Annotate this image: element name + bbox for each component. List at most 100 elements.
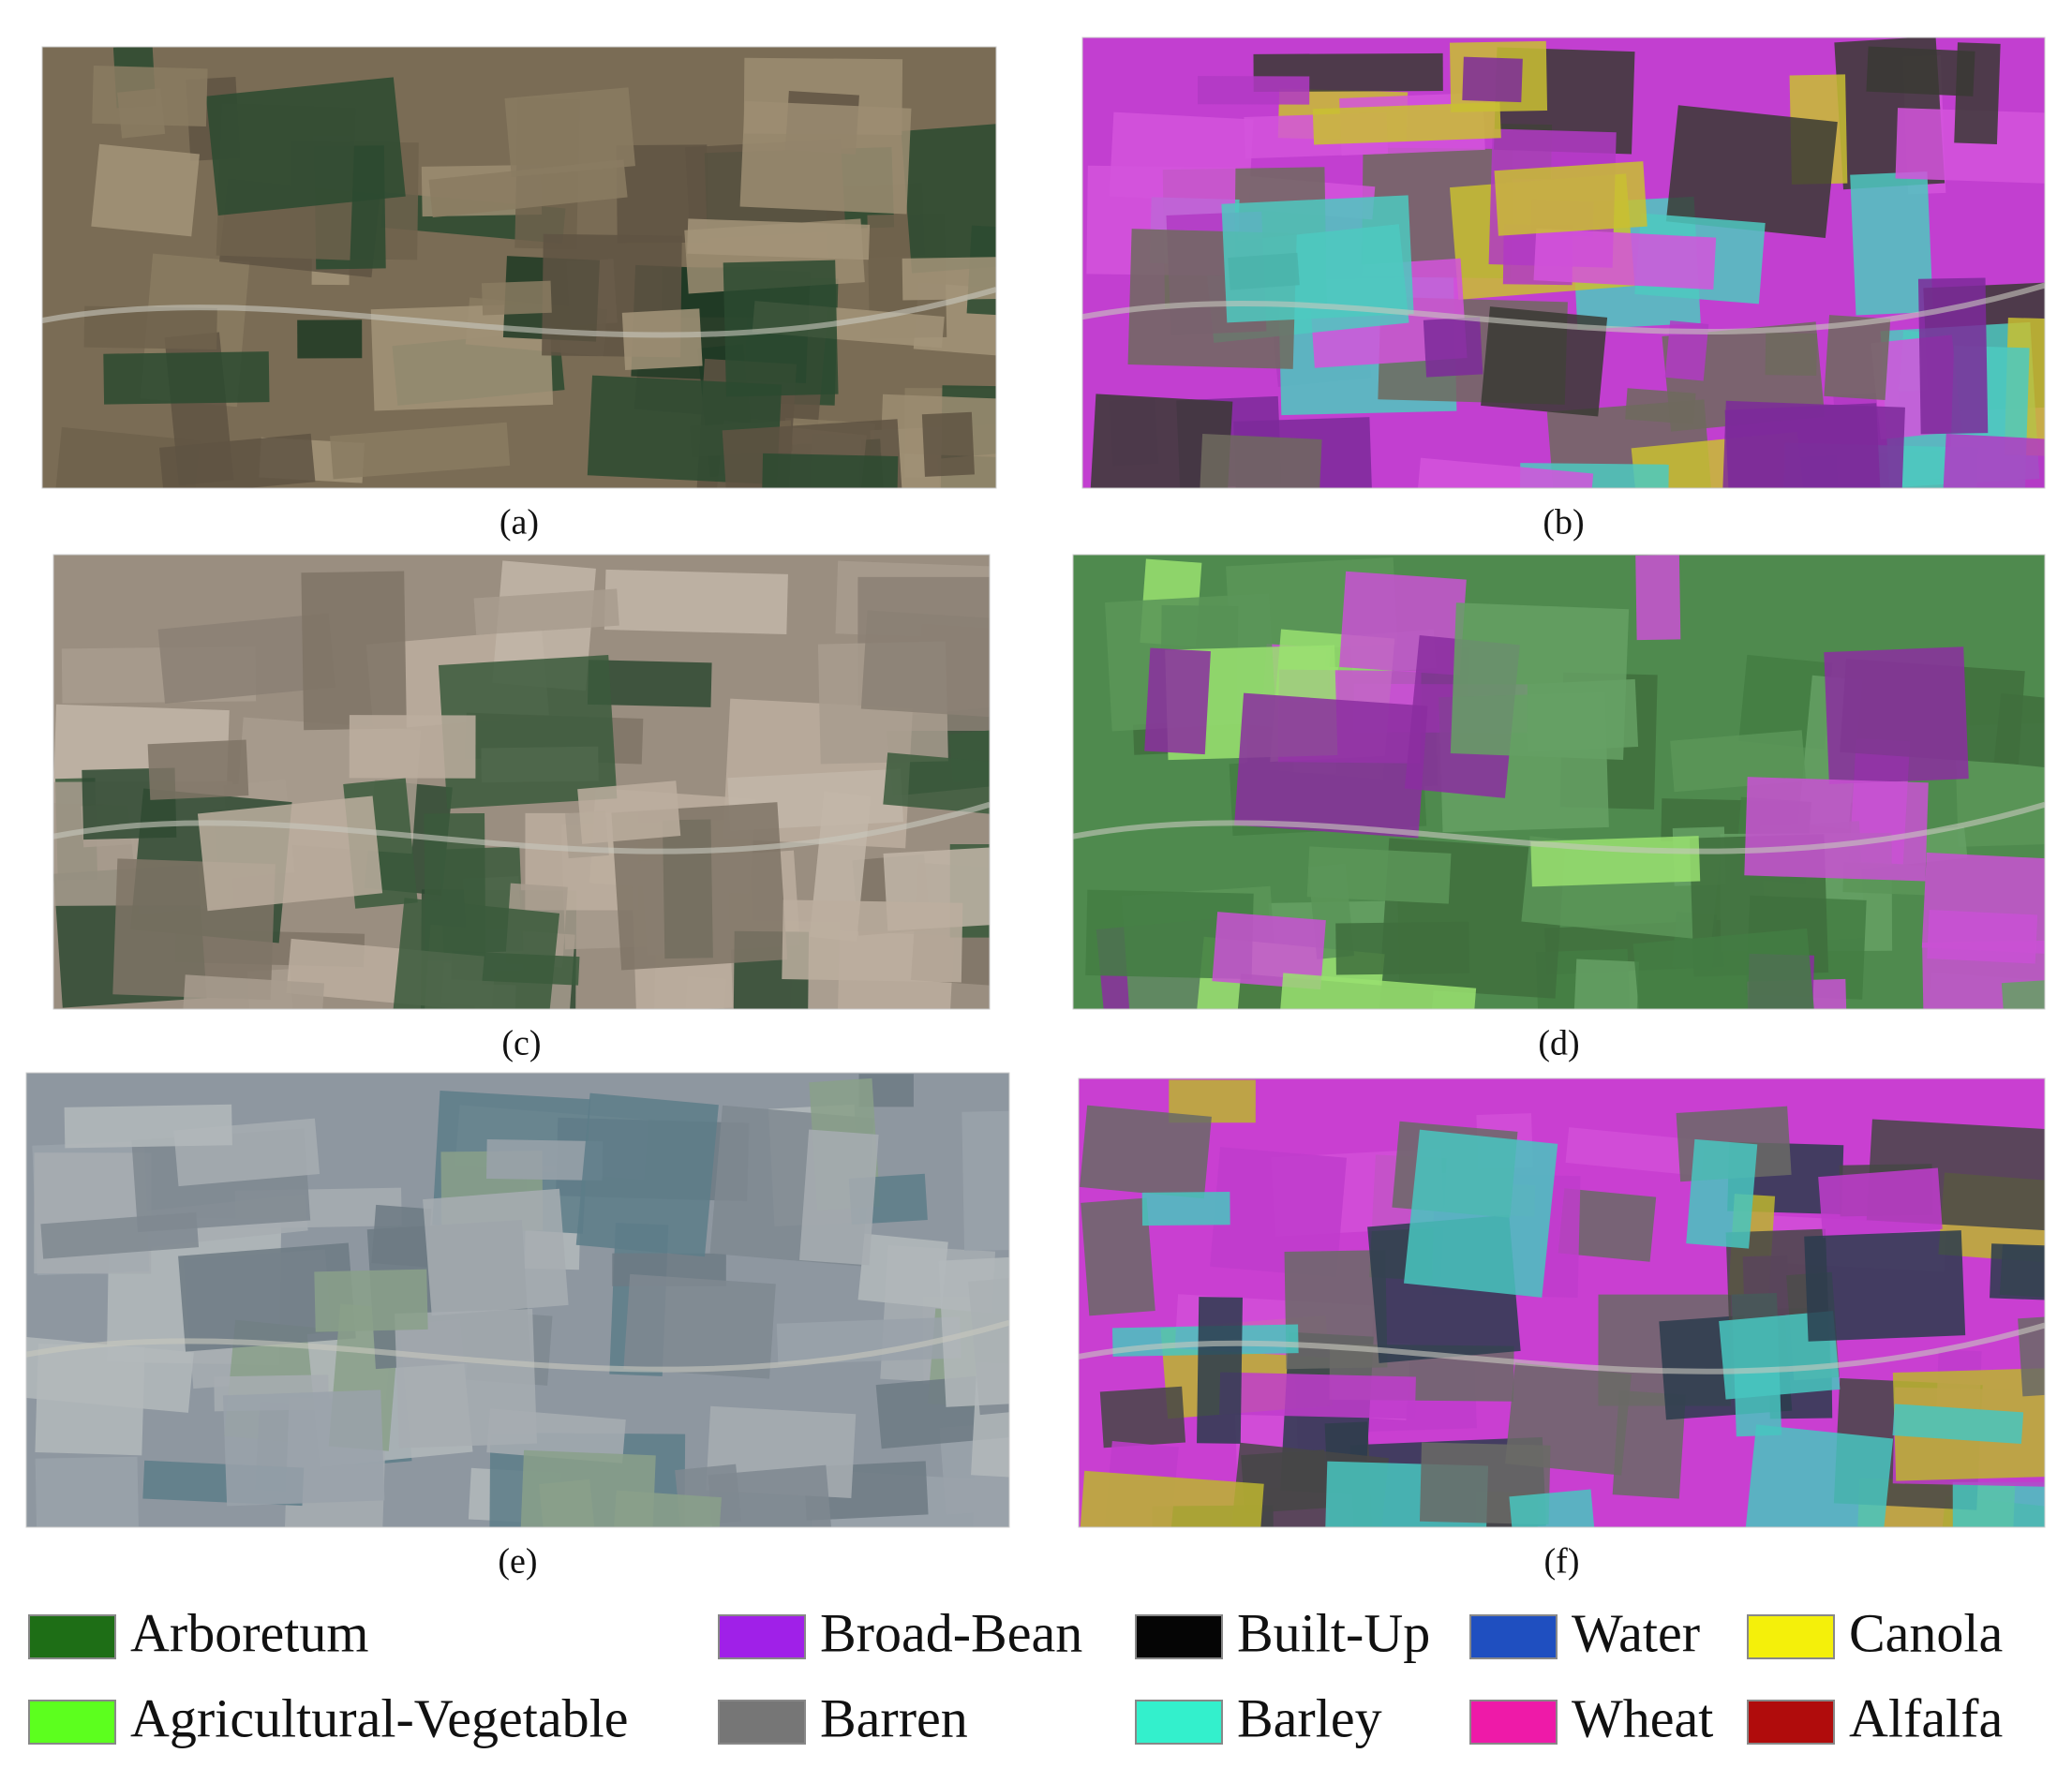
field xyxy=(782,899,963,983)
field xyxy=(1921,852,2045,957)
road xyxy=(26,1319,1009,1373)
field xyxy=(1481,306,1608,417)
legend-label: Canola xyxy=(1849,1602,2003,1663)
field xyxy=(575,1092,719,1257)
field xyxy=(1724,403,1883,488)
field xyxy=(1850,171,1933,316)
field xyxy=(1990,1243,2045,1303)
field xyxy=(2001,978,2045,1009)
field xyxy=(1079,1470,1264,1527)
legend-label: Barren xyxy=(820,1687,968,1748)
field xyxy=(1686,1138,1758,1249)
road xyxy=(1073,801,2045,854)
field xyxy=(428,159,628,218)
field xyxy=(1664,320,1709,381)
field xyxy=(1765,332,1817,377)
panel-caption: (e) xyxy=(498,1542,537,1582)
field xyxy=(1533,228,1717,290)
panel-image xyxy=(1072,554,2046,1010)
legend-swatch xyxy=(1747,1700,1835,1745)
field xyxy=(857,1233,948,1309)
field xyxy=(197,795,383,912)
field xyxy=(902,256,996,301)
field xyxy=(1632,928,1821,1009)
field xyxy=(1954,42,2001,144)
field xyxy=(1509,1489,1603,1527)
field xyxy=(1895,108,2045,184)
field xyxy=(1571,958,1640,1009)
field xyxy=(1635,555,1681,641)
field xyxy=(1212,912,1326,990)
field xyxy=(157,613,336,704)
panel-caption: (b) xyxy=(1543,503,1584,542)
field xyxy=(91,143,200,237)
field xyxy=(438,655,618,810)
field xyxy=(1740,1424,1894,1527)
field xyxy=(1824,315,1891,400)
legend-label: Barley xyxy=(1237,1687,1382,1748)
field xyxy=(1335,921,1469,975)
field xyxy=(1413,457,1594,488)
field xyxy=(587,660,712,707)
legend-label: Alfalfa xyxy=(1849,1687,2003,1748)
image-border xyxy=(41,46,997,489)
field xyxy=(64,1104,232,1149)
field xyxy=(1462,56,1523,103)
field xyxy=(1558,1188,1657,1262)
field xyxy=(1744,777,1929,882)
field xyxy=(616,144,708,244)
field xyxy=(1169,1079,1256,1123)
field xyxy=(883,752,990,820)
road xyxy=(53,801,990,854)
field xyxy=(860,610,990,720)
panel-caption: (f) xyxy=(1544,1542,1580,1582)
field xyxy=(35,1344,145,1456)
field xyxy=(1917,277,1989,435)
road xyxy=(42,287,996,338)
field xyxy=(1081,1197,1155,1316)
field xyxy=(901,120,996,274)
field xyxy=(301,571,407,731)
legend-swatch xyxy=(28,1700,116,1745)
legend-swatch xyxy=(718,1614,806,1659)
field xyxy=(708,1464,840,1527)
field xyxy=(611,802,788,971)
field xyxy=(870,422,996,488)
field xyxy=(423,1188,569,1316)
road xyxy=(1079,1322,2045,1374)
field xyxy=(577,780,681,844)
field xyxy=(1221,195,1414,323)
panel-caption: (a) xyxy=(499,503,539,542)
field xyxy=(1565,1127,1706,1177)
image-border xyxy=(52,554,991,1010)
image-content xyxy=(26,1073,1009,1527)
image-border xyxy=(25,1072,1010,1528)
panel-image xyxy=(41,46,997,489)
legend-label: Arboretum xyxy=(130,1602,369,1663)
field xyxy=(1665,105,1838,239)
field xyxy=(875,1369,1009,1449)
field xyxy=(1404,1129,1558,1298)
field xyxy=(722,419,906,488)
field xyxy=(103,351,270,405)
field xyxy=(371,1204,432,1268)
field xyxy=(1144,647,1211,755)
panel-image xyxy=(1078,1077,2046,1528)
field xyxy=(604,569,788,635)
field xyxy=(1938,433,2045,488)
image-border xyxy=(1072,554,2046,1010)
field xyxy=(1219,1372,1416,1419)
field xyxy=(40,1211,200,1259)
field xyxy=(1824,646,1969,785)
panel-caption: (d) xyxy=(1538,1024,1579,1063)
field xyxy=(623,1273,776,1379)
field xyxy=(1804,1230,1966,1342)
field xyxy=(1922,939,2045,1009)
panel-image xyxy=(52,554,991,1010)
field xyxy=(473,588,619,635)
field xyxy=(297,319,363,359)
field xyxy=(1088,394,1233,488)
legend-swatch xyxy=(1135,1700,1223,1745)
image-content xyxy=(1073,555,2045,1009)
